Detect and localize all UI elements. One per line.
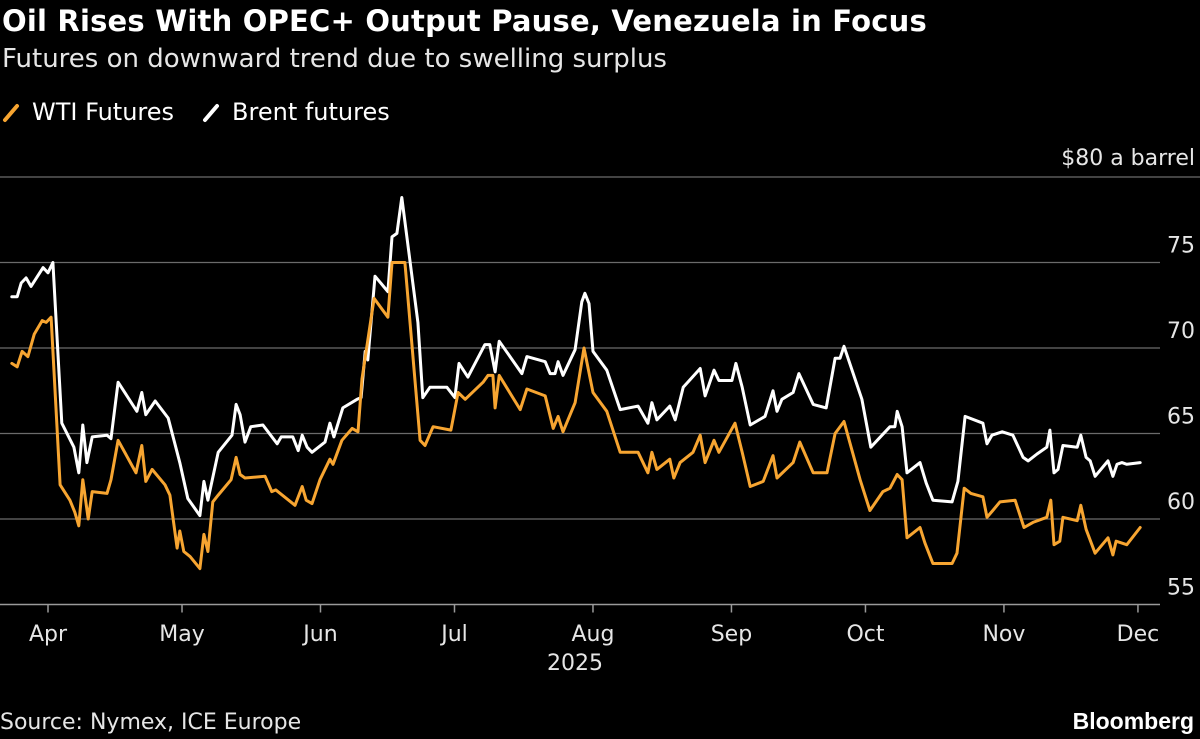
y-tick-label: 60 [1167, 490, 1195, 515]
legend: WTI Futures Brent futures [2, 98, 390, 126]
legend-label-wti: WTI Futures [32, 98, 175, 126]
legend-item-wti: WTI Futures [2, 98, 174, 126]
x-axis-year-label: 2025 [547, 651, 603, 676]
y-tick-label: 65 [1167, 405, 1195, 430]
x-tick-label: Oct [846, 622, 884, 647]
legend-swatch-wti-icon [3, 104, 19, 122]
source-note: Source: Nymex, ICE Europe [0, 710, 302, 735]
series-line-wti [10, 261, 1142, 571]
x-tick-label: Sep [711, 622, 752, 647]
bloomberg-logo: Bloomberg [1072, 708, 1194, 734]
x-tick-label: Jun [301, 622, 337, 647]
x-tick-label: Aug [571, 622, 614, 647]
y-tick-label: 75 [1167, 234, 1195, 259]
legend-item-brent: Brent futures [202, 98, 390, 126]
legend-swatch-brent-icon [203, 104, 220, 122]
series-line-brent [10, 196, 1142, 518]
x-tick-label: Dec [1117, 622, 1160, 647]
x-tick-label: May [159, 622, 204, 647]
chart-subtitle: Futures on downward trend due to swellin… [2, 44, 667, 74]
x-tick-label: Jul [439, 622, 468, 647]
y-tick-label: 55 [1167, 576, 1195, 601]
x-tick-label: Nov [982, 622, 1025, 647]
y-tick-label: 70 [1167, 319, 1195, 344]
chart-title: Oil Rises With OPEC+ Output Pause, Venez… [2, 4, 927, 38]
y-tick-label: $80 a barrel [1061, 146, 1195, 171]
legend-label-brent: Brent futures [232, 98, 390, 126]
x-tick-label: Apr [29, 622, 68, 647]
